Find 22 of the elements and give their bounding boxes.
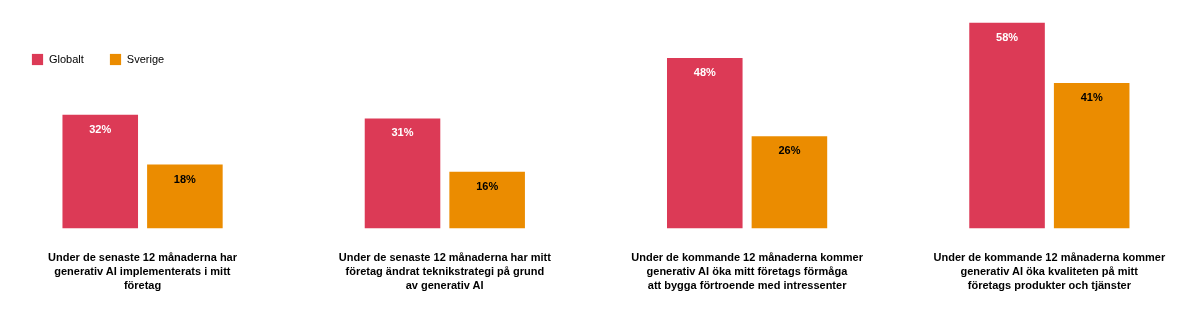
data-label: 18% [173,172,197,185]
x-tick-label: Under de kommande 12 månaderna kommer generativ AI öka mitt företags förmåga att bygga förtroende med intressenter [631,250,864,292]
bar [62,114,139,229]
x-tick-label: Under de kommande 12 månaderna kommer generativ AI öka kvaliteten på mitt företags produkter och tjänster [933,250,1166,292]
bar [449,171,525,229]
data-label: 31% [391,126,414,139]
x-tick-label: Under de senaste 12 månaderna har generativ AI implementerats i mitt företag [48,250,238,292]
bar [147,164,223,229]
bar [667,58,743,229]
bar [1053,82,1130,229]
data-label: 58% [996,30,1019,43]
bar [751,136,828,229]
data-label: 32% [89,122,112,135]
data-label: 16% [476,179,499,192]
data-label: 26% [778,144,801,157]
data-label: 41% [1080,90,1103,103]
data-label: 48% [693,66,717,79]
legend-label: Sverige [126,53,165,65]
legend-label: Globalt [49,53,84,65]
x-tick-label: Under de senaste 12 månaderna har mitt företag ändrat teknikstrategi på grund av generativ AI [338,250,552,292]
bar [364,118,441,229]
bar [969,22,1045,229]
